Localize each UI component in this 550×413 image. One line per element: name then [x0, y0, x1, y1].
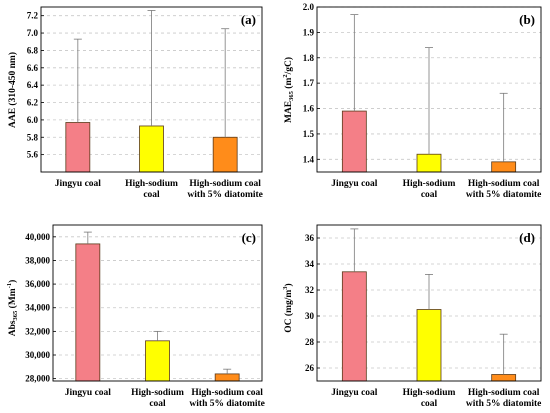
plot-frame-b — [316, 6, 542, 173]
y-tick-label-b: 1.5 — [303, 129, 315, 139]
y-tick-label-d: 30 — [305, 311, 315, 321]
x-tick-label-a-2: High-sodium coal — [125, 179, 178, 200]
y-tick-label-a: 6.4 — [27, 80, 39, 90]
x-tick-label-d-3: High-sodium coal with 5% diatomite — [466, 388, 541, 409]
y-tick-label-c: 30,000 — [25, 350, 50, 360]
bar-a-2 — [139, 125, 164, 173]
y-tick-label-a: 6.6 — [27, 63, 39, 73]
x-tick-label-a-1: Jingyu coal — [55, 179, 102, 189]
y-tick-label-b: 1.8 — [303, 53, 315, 63]
y-tick-label-d: 28 — [305, 337, 315, 347]
panel-label-c: (c) — [242, 230, 256, 245]
bar-a-3 — [212, 136, 238, 173]
y-tick-label-c: 34,000 — [25, 303, 50, 313]
x-tick-label-c-3: High-sodium coal with 5% diatomite — [189, 388, 264, 409]
y-tick-label-d: 32 — [305, 285, 315, 295]
chart-panel-a: AAE (310-450 nm) Jingyu coal High-sodium c… — [7, 6, 263, 200]
y-tick-label-c: 38,000 — [25, 255, 50, 265]
bar-b-3 — [491, 161, 517, 173]
plot-frame-c — [52, 224, 263, 382]
bar-b-1 — [341, 110, 367, 173]
y-tick-label-d: 26 — [305, 363, 315, 373]
x-tick-label-a-3: High-sodium coal with 5% diatomite — [187, 179, 262, 200]
x-tick-label-b-1: Jingyu coal — [331, 179, 378, 189]
y-tick-label-a: 5.8 — [27, 132, 39, 142]
x-tick-label-d-1: Jingyu coal — [331, 388, 378, 398]
x-tick-label-b-2: High-sodium coal — [403, 179, 456, 200]
y-tick-label-a: 5.6 — [27, 150, 39, 160]
y-tick-label-b: 1.7 — [303, 78, 315, 88]
x-tick-label-c-2: High-sodium coal — [131, 388, 184, 409]
y-tick-label-b: 2.0 — [303, 2, 315, 12]
y-tick-label-a: 7.0 — [27, 28, 39, 38]
bar-c-1 — [75, 243, 101, 382]
y-axis-label-a: AAE (310-450 nm) — [7, 52, 18, 128]
y-tick-label-c: 28,000 — [25, 374, 50, 384]
bar-d-3 — [491, 374, 517, 382]
x-tick-label-d-2: High-sodium coal — [403, 388, 456, 409]
panel-label-d: (d) — [519, 230, 535, 245]
y-tick-label-c: 36,000 — [25, 279, 50, 289]
y-tick-label-b: 1.6 — [303, 104, 315, 114]
x-tick-label-c-1: Jingyu coal — [65, 388, 112, 398]
plot-frame-a — [40, 6, 263, 173]
bar-c-2 — [145, 340, 170, 382]
y-tick-label-c: 32,000 — [25, 326, 50, 336]
y-tick-label-b: 1.9 — [303, 27, 315, 37]
bar-d-1 — [341, 271, 367, 382]
y-tick-label-d: 36 — [305, 233, 315, 243]
plot-frame-d — [316, 224, 542, 382]
panel-label-a: (a) — [241, 12, 256, 27]
y-tick-label-d: 34 — [305, 259, 315, 269]
y-axis-label-b: MAE365 (m2/gC) — [282, 57, 295, 123]
chart-panel-c: Abs365 (Mm-1) Jingyu coal High-sodium coal… — [6, 224, 265, 409]
panel-label-b: (b) — [519, 12, 535, 27]
bar-d-2 — [416, 309, 442, 382]
chart-panel-b: MAE365 (m2/gC) Jingyu coal High-sodium coa… — [282, 2, 542, 200]
y-tick-label-c: 40,000 — [25, 232, 50, 242]
y-axis-label-c: Abs365 (Mm-1) — [6, 280, 19, 337]
bar-c-3 — [214, 373, 240, 382]
y-tick-label-b: 1.4 — [303, 154, 315, 164]
bar-b-2 — [416, 153, 442, 173]
y-axis-label-d: OC (mg/m3) — [282, 283, 294, 332]
y-tick-label-a: 6.8 — [27, 45, 39, 55]
y-tick-label-a: 6.2 — [27, 98, 39, 108]
x-tick-label-b-3: High-sodium coal with 5% diatomite — [466, 179, 541, 200]
bar-a-1 — [65, 122, 91, 173]
y-tick-label-a: 6.0 — [27, 115, 39, 125]
y-tick-label-a: 7.2 — [27, 11, 39, 21]
chart-panel-d: OC (mg/m3) Jingyu coal High-sodium coal Hig… — [282, 224, 542, 409]
